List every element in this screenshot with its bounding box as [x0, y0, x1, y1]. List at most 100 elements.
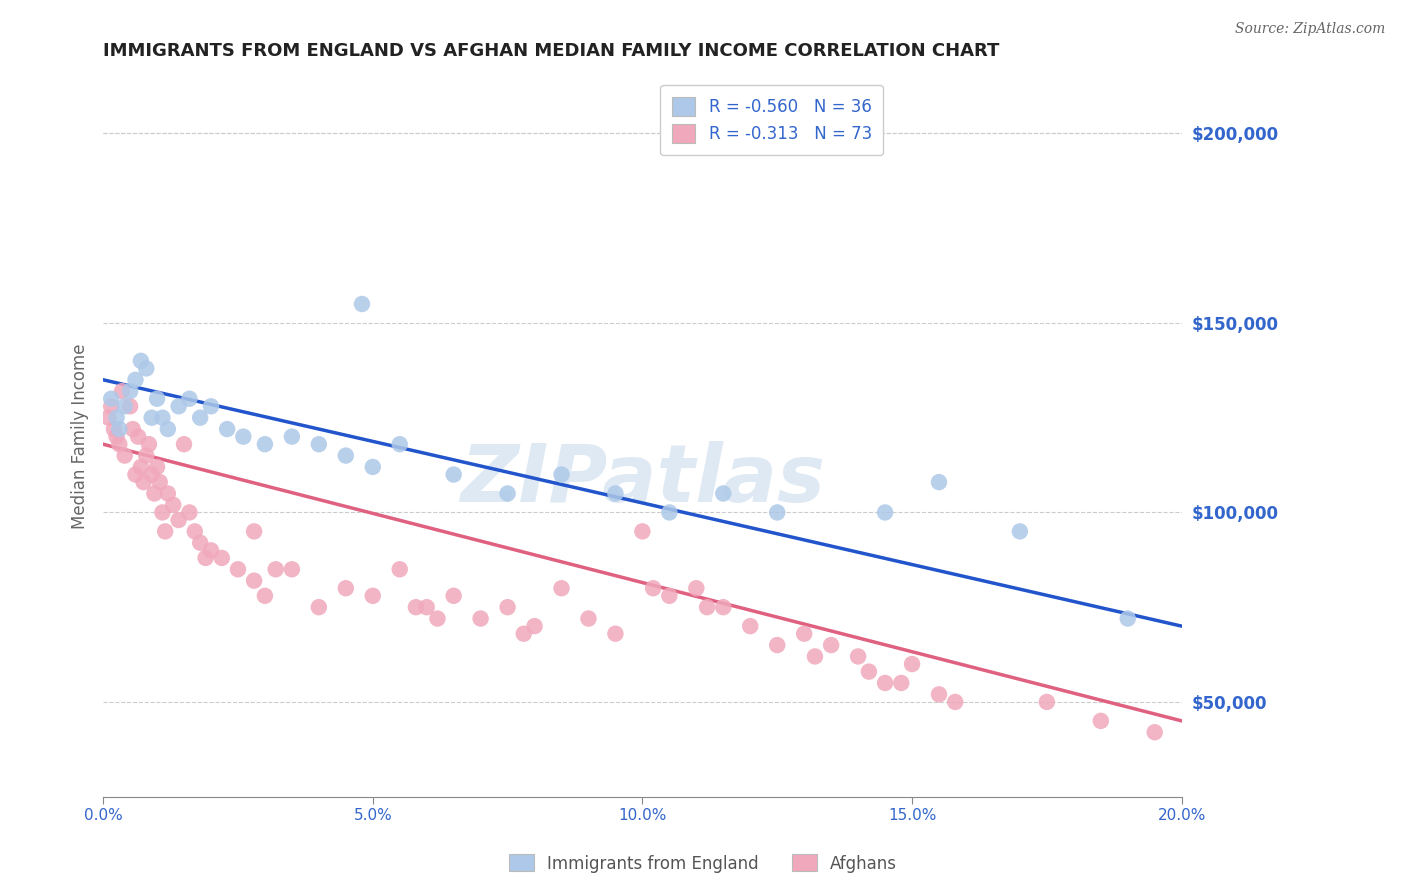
Point — [167, 400, 190, 414]
Point — [496, 486, 519, 500]
Point — [415, 600, 437, 615]
Point — [281, 562, 304, 576]
Point — [658, 505, 681, 519]
Point — [114, 400, 136, 414]
Text: Source: ZipAtlas.com: Source: ZipAtlas.com — [1234, 22, 1385, 37]
Point — [124, 373, 146, 387]
Point — [156, 486, 179, 500]
Point — [443, 467, 465, 482]
Point — [550, 581, 572, 595]
Point — [766, 638, 789, 652]
Point — [873, 505, 896, 519]
Point — [135, 449, 157, 463]
Point — [804, 649, 827, 664]
Point — [146, 392, 169, 406]
Point — [281, 429, 304, 443]
Point — [121, 422, 143, 436]
Point — [1036, 695, 1059, 709]
Point — [179, 392, 201, 406]
Point — [890, 676, 912, 690]
Point — [141, 467, 163, 482]
Point — [685, 581, 707, 595]
Point — [443, 589, 465, 603]
Point — [188, 535, 211, 549]
Point — [901, 657, 924, 671]
Point — [124, 467, 146, 482]
Point — [162, 498, 184, 512]
Point — [135, 361, 157, 376]
Point — [100, 392, 122, 406]
Point — [108, 422, 131, 436]
Point — [129, 354, 152, 368]
Point — [111, 384, 134, 399]
Point — [132, 475, 155, 489]
Point — [740, 619, 762, 633]
Legend: Immigrants from England, Afghans: Immigrants from England, Afghans — [502, 847, 904, 880]
Point — [928, 475, 950, 489]
Point — [308, 437, 330, 451]
Point — [97, 410, 120, 425]
Point — [120, 384, 142, 399]
Point — [243, 524, 266, 539]
Point — [232, 429, 254, 443]
Point — [200, 543, 222, 558]
Point — [943, 695, 966, 709]
Point — [361, 459, 384, 474]
Point — [308, 600, 330, 615]
Point — [243, 574, 266, 588]
Point — [605, 626, 627, 640]
Point — [696, 600, 718, 615]
Point — [105, 410, 128, 425]
Point — [658, 589, 681, 603]
Point — [928, 687, 950, 701]
Point — [179, 505, 201, 519]
Point — [578, 611, 600, 625]
Point — [631, 524, 654, 539]
Point — [138, 437, 160, 451]
Point — [361, 589, 384, 603]
Text: IMMIGRANTS FROM ENGLAND VS AFGHAN MEDIAN FAMILY INCOME CORRELATION CHART: IMMIGRANTS FROM ENGLAND VS AFGHAN MEDIAN… — [103, 42, 1000, 60]
Point — [858, 665, 880, 679]
Point — [1008, 524, 1031, 539]
Point — [1143, 725, 1166, 739]
Point — [129, 459, 152, 474]
Point — [211, 550, 233, 565]
Point — [152, 505, 174, 519]
Point — [1116, 611, 1139, 625]
Legend: R = -0.560   N = 36, R = -0.313   N = 73: R = -0.560 N = 36, R = -0.313 N = 73 — [661, 85, 883, 155]
Point — [264, 562, 287, 576]
Y-axis label: Median Family Income: Median Family Income — [72, 344, 89, 529]
Point — [793, 626, 815, 640]
Point — [550, 467, 572, 482]
Point — [156, 422, 179, 436]
Point — [217, 422, 239, 436]
Point — [173, 437, 195, 451]
Point — [141, 410, 163, 425]
Point — [766, 505, 789, 519]
Point — [226, 562, 249, 576]
Point — [114, 449, 136, 463]
Point — [405, 600, 427, 615]
Point — [253, 589, 276, 603]
Point — [388, 437, 411, 451]
Point — [350, 297, 373, 311]
Point — [335, 581, 357, 595]
Point — [188, 410, 211, 425]
Point — [523, 619, 546, 633]
Point — [513, 626, 536, 640]
Point — [184, 524, 207, 539]
Point — [105, 429, 128, 443]
Point — [253, 437, 276, 451]
Point — [820, 638, 842, 652]
Point — [127, 429, 149, 443]
Point — [103, 422, 125, 436]
Point — [496, 600, 519, 615]
Point — [388, 562, 411, 576]
Point — [1090, 714, 1112, 728]
Text: ZIPatlas: ZIPatlas — [460, 441, 825, 519]
Point — [167, 513, 190, 527]
Point — [873, 676, 896, 690]
Point — [143, 486, 166, 500]
Point — [108, 437, 131, 451]
Point — [146, 459, 169, 474]
